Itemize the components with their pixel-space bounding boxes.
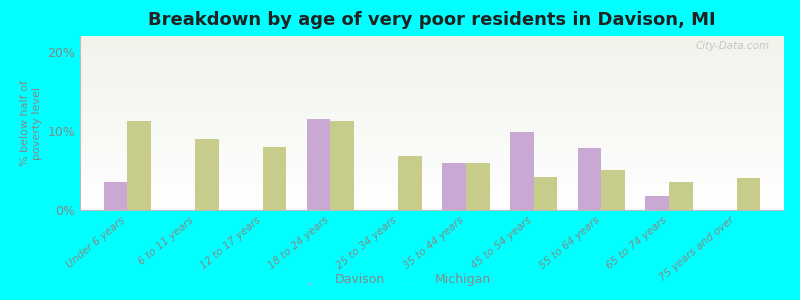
Bar xyxy=(104,182,127,210)
Y-axis label: % below half of
poverty level: % below half of poverty level xyxy=(20,80,42,166)
Bar xyxy=(262,147,286,210)
Bar xyxy=(398,156,422,210)
Legend: Davison, Michigan: Davison, Michigan xyxy=(304,268,496,291)
Bar xyxy=(737,178,760,210)
Bar xyxy=(195,139,218,210)
Bar xyxy=(466,163,490,210)
Bar xyxy=(578,148,602,210)
Bar xyxy=(602,170,625,210)
Bar xyxy=(534,177,558,210)
Title: Breakdown by age of very poor residents in Davison, MI: Breakdown by age of very poor residents … xyxy=(148,11,716,29)
Bar xyxy=(510,133,534,210)
Text: City-Data.com: City-Data.com xyxy=(696,41,770,51)
Bar xyxy=(646,196,669,210)
Bar xyxy=(330,122,354,210)
Bar xyxy=(669,182,693,210)
Bar xyxy=(127,122,151,210)
Bar xyxy=(306,119,330,210)
Bar xyxy=(442,163,466,210)
